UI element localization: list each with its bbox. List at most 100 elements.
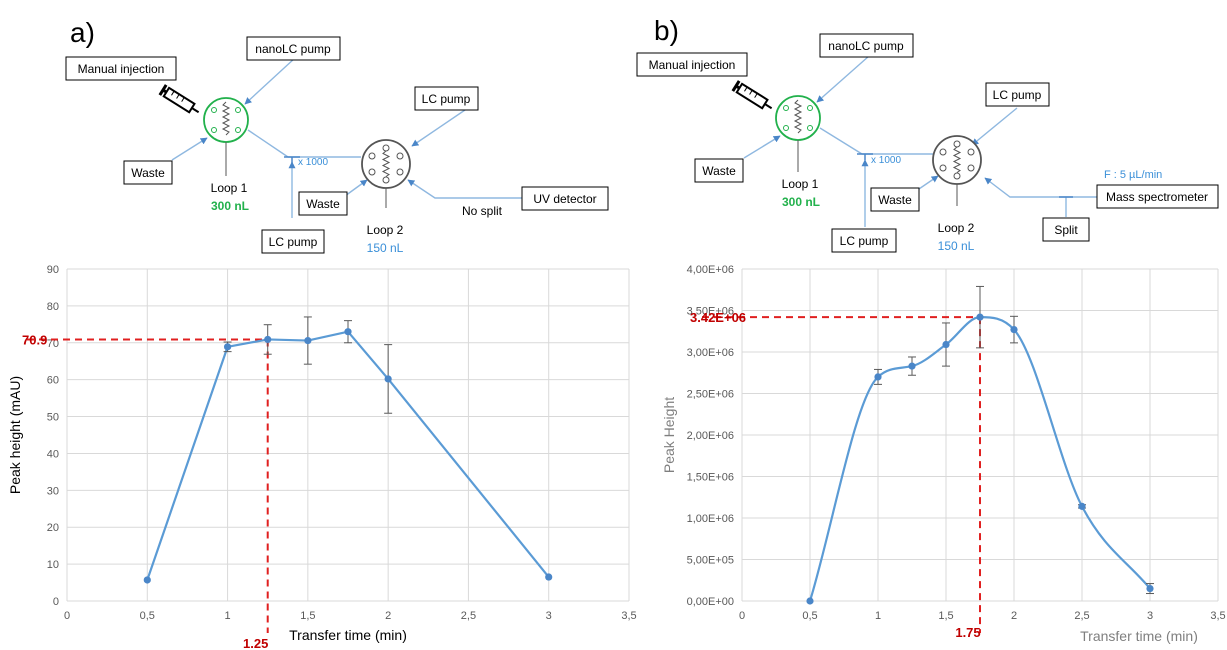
line-nanolc-to-valve1-b — [816, 55, 870, 103]
data-point — [1078, 502, 1086, 510]
data-point — [976, 313, 984, 321]
lc-pump-bottom-box-a — [261, 229, 325, 254]
chart-a: 0 0,5 1 1,5 2 2,5 3 3,5 0 10 20 30 40 50 60 70 80 90 Trans… — [7, 264, 637, 650]
x-tick-label: 3,5 — [621, 610, 636, 622]
valve-1-b — [775, 95, 821, 141]
x-tick-label: 1 — [875, 610, 881, 622]
panel-letter-a: a) — [70, 17, 95, 48]
y-tick-label: 2,00E+06 — [687, 430, 734, 442]
highlight-x-label: 1.25 — [243, 636, 268, 650]
line-valve1-to-valve2-b — [819, 127, 933, 155]
waste-mid-box-a — [298, 191, 348, 216]
y-tick-label: 0,00E+00 — [687, 596, 734, 608]
y-tick-label: 30 — [47, 485, 59, 497]
x-tick-label: 1,5 — [938, 610, 953, 622]
manual-injection-label-b: Manual injection — [649, 58, 736, 72]
lc-pump-bottom-label-a: LC pump — [269, 235, 318, 249]
lc-pump-top-label-b: LC pump — [993, 88, 1042, 102]
data-point — [545, 573, 553, 581]
y-tick-label: 4,00E+06 — [687, 264, 734, 276]
split-box-b — [1042, 217, 1090, 242]
x-tick-label: 2 — [385, 610, 391, 622]
line-detector-to-valve2 — [407, 179, 531, 199]
y-tick-label: 3,50E+06 — [687, 306, 734, 318]
data-point — [384, 375, 392, 383]
diagram-a: a) x 1000 — [65, 17, 609, 255]
loop2-volume-a: 150 nL — [367, 241, 404, 255]
data-point — [806, 597, 814, 605]
data-point — [223, 343, 232, 351]
diagram-b: b) x 1000 — [636, 15, 1219, 253]
x-tick-label: 3 — [1147, 610, 1153, 622]
loop2-label-b: Loop 2 — [938, 221, 975, 235]
line-nanolc-to-valve1 — [244, 57, 296, 105]
data-point — [344, 328, 352, 336]
waste-mid-label-b: Waste — [878, 193, 912, 207]
manual-injection-label-a: Manual injection — [78, 62, 165, 76]
y-tick-label: 80 — [47, 301, 59, 313]
line-valve1-to-valve2 — [247, 129, 361, 158]
syringe-icon-a — [158, 84, 200, 114]
y-tick-label: 20 — [47, 522, 59, 534]
x-tick-label: 1,5 — [300, 610, 315, 622]
line-waste-to-valve2 — [344, 179, 368, 197]
y-tick-label: 1,00E+06 — [687, 513, 734, 525]
waste-mid-box-b — [870, 187, 920, 212]
detector-label-a: UV detector — [533, 192, 596, 206]
tubing-b — [743, 55, 1099, 227]
waste-left-label-a: Waste — [131, 166, 165, 180]
splitter-ratio-a: x 1000 — [298, 157, 328, 168]
y-tick-label: 60 — [47, 375, 59, 387]
flow-note-b: F : 5 µL/min — [1104, 169, 1162, 181]
y-tick-label: 3,00E+06 — [687, 347, 734, 359]
lc-pump-top-label-a: LC pump — [422, 92, 471, 106]
y-tick-label: 1,50E+06 — [687, 472, 734, 484]
data-point — [143, 576, 151, 584]
detector-label-b: Mass spectrometer — [1106, 190, 1208, 204]
x-axis-label: Transfer time (min) — [1080, 628, 1198, 644]
nanolc-pump-box-b — [819, 33, 914, 58]
x-tick-label: 3,5 — [1210, 610, 1225, 622]
y-tick-label: 10 — [47, 559, 59, 571]
loop1-label-a: Loop 1 — [211, 181, 248, 195]
x-tick-label: 0,5 — [802, 610, 817, 622]
y-tick-label: 0 — [53, 596, 59, 608]
y-tick-label: 50 — [47, 412, 59, 424]
line-waste-to-valve1 — [171, 137, 208, 161]
loop1-volume-a: 300 nL — [211, 199, 249, 213]
detector-box-a — [521, 186, 609, 211]
highlight-y-label: 3.42E+06 — [690, 310, 746, 325]
data-point — [304, 336, 312, 345]
x-tick-label: 1 — [225, 610, 231, 622]
data-point — [1010, 325, 1018, 334]
loop1-label-b: Loop 1 — [782, 177, 819, 191]
line-waste-to-valve1-b — [743, 135, 781, 159]
y-tick-label: 40 — [47, 448, 59, 460]
y-tick-label: 90 — [47, 264, 59, 276]
lc-pump-top-box-b — [985, 82, 1050, 107]
chart-b: 0 0,5 1 1,5 2 2,5 3 3,5 0,00E+00 5,00E+05 1,00E+06… — [661, 264, 1226, 644]
lc-pump-top-box-a — [414, 86, 479, 111]
panel-letter-b: b) — [654, 15, 679, 46]
x-tick-label: 2,5 — [1074, 610, 1089, 622]
splitter-tee-b: x 1000 — [857, 153, 1073, 198]
split-label-b: Split — [1054, 223, 1078, 237]
valve-2-a — [361, 139, 411, 189]
valve-2-b — [932, 135, 982, 185]
data-point — [874, 373, 882, 381]
y-axis-label: Peak Height — [661, 397, 677, 473]
waste-left-box-a — [123, 160, 173, 185]
line-lc-pump-to-valve2 — [411, 109, 466, 147]
split-note-a: No split — [462, 204, 503, 218]
waste-left-box-b — [694, 158, 744, 183]
detector-box-b — [1096, 184, 1219, 209]
waste-left-label-b: Waste — [702, 164, 736, 178]
valve-1-a — [203, 97, 249, 143]
x-tick-label: 0 — [739, 610, 745, 622]
x-tick-label: 0 — [64, 610, 70, 622]
manual-injection-box-a — [65, 56, 177, 81]
y-tick-label: 70 — [47, 338, 59, 350]
line-lc-pump-to-valve2-b — [971, 107, 1018, 146]
data-point — [908, 362, 916, 370]
